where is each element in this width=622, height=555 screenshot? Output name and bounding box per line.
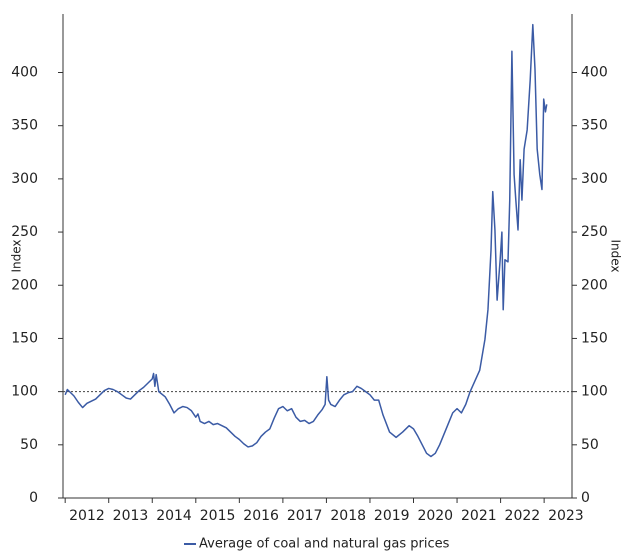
x-tick-label: 2018: [330, 508, 366, 524]
y2-tick-label: 300: [581, 171, 608, 187]
y2-tick-label: 400: [581, 65, 608, 81]
y-tick-label: 200: [11, 277, 38, 293]
x-tick-label: 2016: [243, 508, 279, 524]
y-axis-title: Index: [10, 239, 24, 272]
x-tick-label: 2012: [69, 508, 105, 524]
y2-tick-label: 200: [581, 277, 608, 293]
x-tick-label: 2023: [548, 508, 584, 524]
y2-tick-label: 350: [581, 118, 608, 134]
legend-label: Average of coal and natural gas prices: [199, 537, 450, 552]
y2-tick-label: 100: [581, 384, 608, 400]
x-tick-label: 2015: [200, 508, 236, 524]
y-tick-label: 150: [11, 330, 38, 346]
x-tick-label: 2022: [505, 508, 541, 524]
y-tick-label: 350: [11, 118, 38, 134]
y2-tick-label: 0: [581, 490, 590, 506]
x-tick-label: 2014: [156, 508, 192, 524]
x-tick-label: 2019: [374, 508, 410, 524]
y-tick-label: 250: [11, 224, 38, 240]
y-tick-label: 100: [11, 384, 38, 400]
line-series: [65, 25, 547, 457]
x-tick-label: 2020: [417, 508, 453, 524]
x-tick-label: 2013: [113, 508, 149, 524]
y-tick-label: 0: [29, 490, 38, 506]
y-tick-label: 400: [11, 65, 38, 81]
y-tick-label: 300: [11, 171, 38, 187]
x-tick-label: 2017: [287, 508, 323, 524]
x-tick-label: 2021: [461, 508, 497, 524]
y2-tick-label: 50: [581, 437, 599, 453]
y-tick-label: 50: [20, 437, 38, 453]
y2-tick-label: 250: [581, 224, 608, 240]
y2-tick-label: 150: [581, 330, 608, 346]
y2-axis-title: Index: [609, 239, 622, 272]
